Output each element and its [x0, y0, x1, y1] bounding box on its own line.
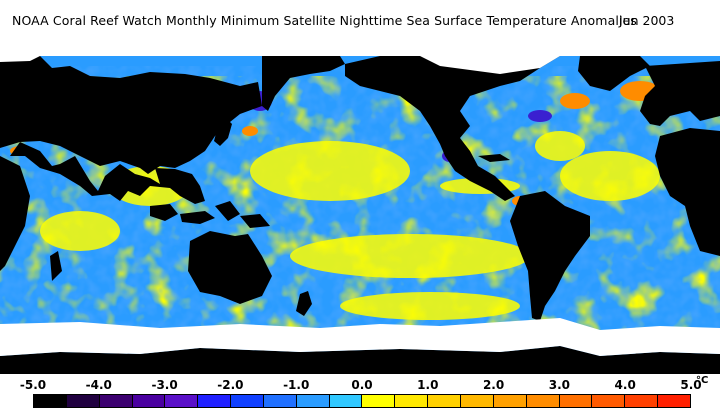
- colorbar-swatch: [493, 395, 527, 407]
- land-new-zealand: [296, 291, 312, 316]
- colorbar-swatch: [34, 395, 67, 407]
- colorbar-swatch: [231, 395, 264, 407]
- colorbar-swatch: [428, 395, 461, 407]
- map-date: Jun 2003: [619, 13, 675, 28]
- colorbar-unit: °C: [696, 375, 709, 386]
- land-caribbean: [478, 154, 510, 162]
- colorbar-tick-label: 4.0: [614, 378, 636, 392]
- colorbar-swatch: [296, 395, 330, 407]
- colorbar-swatch: [132, 395, 166, 407]
- land-eurasia-west: [0, 56, 262, 174]
- colorbar-swatch: [460, 395, 494, 407]
- colorbar-swatch: [559, 395, 593, 407]
- land-africa: [0, 156, 30, 271]
- colorbar-tick-label: -1.0: [283, 378, 310, 392]
- colorbar-tick-label: 2.0: [482, 378, 505, 392]
- colorbar-swatch: [362, 395, 396, 407]
- colorbar-tick-label: -4.0: [85, 378, 112, 392]
- colorbar-swatch: [526, 395, 560, 407]
- colorbar-swatch: [99, 395, 133, 407]
- colorbar-tick-labels: -5.0 -4.0 -3.0 -2.0 -1.0 0.0 1.0 2.0 3.0 4.0 5.0: [0, 378, 720, 394]
- land-europe: [640, 61, 720, 126]
- colorbar-tick-label: 0.0: [351, 378, 373, 392]
- colorbar: [33, 394, 691, 408]
- colorbar-tick-label: -2.0: [217, 378, 244, 392]
- land-northeast-asia: [262, 56, 345, 111]
- land-indonesia: [150, 201, 270, 228]
- colorbar-swatch: [625, 395, 659, 407]
- colorbar-tick-label: 1.0: [417, 378, 439, 392]
- colorbar-tick-label: -3.0: [151, 378, 178, 392]
- land-west-africa: [655, 128, 720, 256]
- world-sst-map: [0, 56, 720, 374]
- colorbar-swatch: [658, 395, 690, 407]
- land-antarctica: [0, 346, 720, 374]
- colorbar-swatch: [592, 395, 626, 407]
- colorbar-swatch: [198, 395, 232, 407]
- colorbar-tick-label: 5.0: [680, 378, 702, 392]
- land-masses: [0, 56, 720, 374]
- land-south-america: [510, 191, 590, 321]
- colorbar-swatch: [329, 395, 363, 407]
- land-north-america: [345, 56, 560, 201]
- land-greenland: [578, 56, 650, 91]
- colorbar-swatch: [66, 395, 100, 407]
- map-title: NOAA Coral Reef Watch Monthly Minimum Sa…: [12, 13, 637, 28]
- colorbar-swatch: [263, 395, 297, 407]
- sea-ice: [0, 56, 720, 356]
- land-south-asia: [10, 142, 205, 204]
- land-japan: [214, 118, 232, 146]
- colorbar-swatch: [395, 395, 429, 407]
- colorbar-tick-label: 3.0: [548, 378, 571, 392]
- colorbar-tick-label: -5.0: [19, 378, 47, 392]
- land-australia: [188, 231, 272, 304]
- land-madagascar: [50, 251, 62, 281]
- colorbar-swatch: [165, 395, 199, 407]
